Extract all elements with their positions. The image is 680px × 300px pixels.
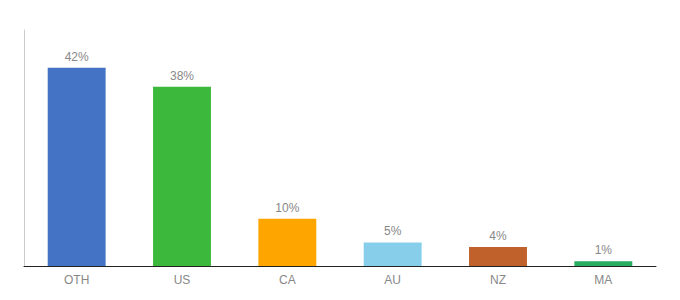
svg-text:5%: 5%	[384, 224, 402, 238]
svg-text:4%: 4%	[489, 229, 507, 243]
svg-text:42%: 42%	[65, 50, 89, 64]
svg-text:OTH: OTH	[64, 273, 89, 287]
svg-text:38%: 38%	[170, 69, 194, 83]
svg-text:US: US	[174, 273, 191, 287]
svg-text:NZ: NZ	[490, 273, 506, 287]
svg-text:MA: MA	[594, 273, 612, 287]
svg-text:10%: 10%	[275, 201, 299, 215]
svg-text:AU: AU	[384, 273, 401, 287]
svg-text:1%: 1%	[595, 243, 613, 257]
svg-text:CA: CA	[279, 273, 296, 287]
